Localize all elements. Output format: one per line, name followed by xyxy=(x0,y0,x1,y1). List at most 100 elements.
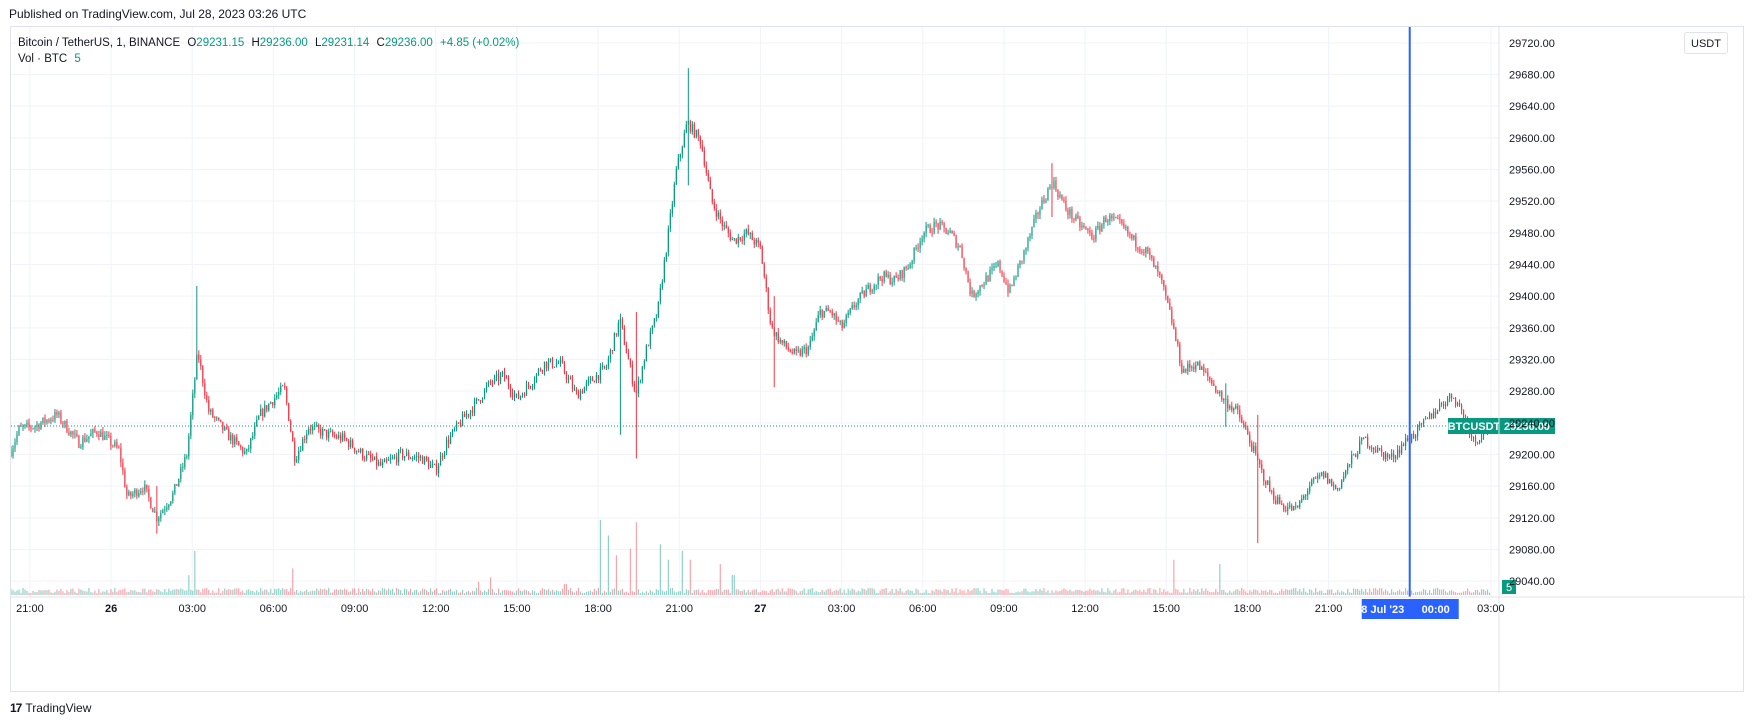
chart-frame[interactable]: BTCUSDT 29236.00 5 28 Jul '23 00:00 29040.00… xyxy=(10,26,1745,693)
volume-bar xyxy=(439,593,442,595)
candle-body xyxy=(356,450,358,452)
candle-body xyxy=(1391,453,1393,457)
candle-body xyxy=(717,212,719,217)
candle-body xyxy=(292,431,294,442)
candle-body xyxy=(136,489,138,497)
volume-bar xyxy=(743,589,745,595)
low-label: L xyxy=(314,37,322,49)
y-tick-label: 29280.00 xyxy=(1509,386,1555,398)
volume-bar xyxy=(945,590,947,595)
volume-bar xyxy=(72,588,74,595)
candle-body xyxy=(889,274,891,284)
symbol-label[interactable]: Bitcoin / TetherUS, 1, BINANCE xyxy=(18,37,181,49)
volume-bar xyxy=(1021,591,1023,595)
currency-button[interactable]: USDT xyxy=(1684,32,1728,54)
volume-bar xyxy=(246,590,248,595)
candle-body xyxy=(1450,393,1453,399)
candle-body xyxy=(487,381,490,386)
candle-body xyxy=(1438,403,1441,411)
volume-bar xyxy=(1303,588,1305,595)
candle-body xyxy=(344,433,346,439)
volume-bar xyxy=(1077,589,1079,595)
candle-body xyxy=(1430,413,1433,419)
candle-body xyxy=(769,310,771,324)
footer-brand[interactable]: 17 TradingView xyxy=(10,701,91,715)
volume-bar xyxy=(56,589,58,595)
candle-body xyxy=(66,420,68,433)
candle-body xyxy=(1442,403,1445,406)
y-tick-label: 29480.00 xyxy=(1509,228,1555,240)
candle-body xyxy=(963,257,965,269)
volume-bar xyxy=(1379,588,1381,595)
candle-body xyxy=(1311,479,1313,487)
candle-body xyxy=(70,431,72,435)
volume-bar xyxy=(1097,590,1099,595)
candle-body xyxy=(1109,215,1111,221)
candle-body xyxy=(721,219,723,227)
volume-bar xyxy=(645,591,647,595)
candle-body xyxy=(775,332,777,337)
volume-bar xyxy=(1440,589,1443,595)
candle-body xyxy=(961,246,963,258)
candle-body xyxy=(899,270,901,280)
candle-body xyxy=(1191,367,1193,368)
volume-bar xyxy=(649,590,651,595)
volume-bar xyxy=(1205,588,1207,595)
candle-body xyxy=(883,271,885,282)
volume-bar xyxy=(1123,588,1125,595)
volume-bar xyxy=(332,592,334,595)
volume-bar xyxy=(1285,588,1287,595)
volume-bar xyxy=(1005,588,1007,595)
candle-body xyxy=(1097,225,1099,229)
y-tick-label: 29440.00 xyxy=(1509,260,1555,272)
candle-body xyxy=(1039,209,1041,215)
candle-body xyxy=(60,412,62,423)
candle-body xyxy=(473,400,476,413)
volume-bar xyxy=(871,588,873,595)
candle-body xyxy=(761,246,763,264)
volume-bar xyxy=(46,590,48,595)
candle-body xyxy=(1309,486,1311,491)
volume-bar xyxy=(1003,590,1005,595)
volume-bar xyxy=(1377,589,1379,595)
candle-body xyxy=(525,384,528,396)
volume-bar xyxy=(22,587,24,595)
volume-bar xyxy=(461,589,464,595)
volume-bar xyxy=(1319,590,1321,595)
volume-bar xyxy=(847,588,849,595)
candle-body xyxy=(336,436,338,439)
candle-body xyxy=(1315,478,1317,480)
candle-body xyxy=(1307,490,1309,496)
candle-body xyxy=(1329,479,1331,484)
candle-body xyxy=(797,350,799,352)
volume-bar xyxy=(841,592,843,595)
volume-badge-bg xyxy=(1502,580,1516,594)
volume-bar xyxy=(767,592,769,595)
volume-label[interactable]: Vol · BTC xyxy=(18,53,68,65)
volume-bar xyxy=(809,588,811,595)
volume-bar xyxy=(891,588,893,595)
candle-body xyxy=(1444,404,1447,406)
candle-body xyxy=(326,429,328,438)
x-tick-label: 26 xyxy=(105,603,117,615)
candle-body xyxy=(168,504,170,508)
volume-bar xyxy=(328,587,330,595)
candle-body xyxy=(374,456,376,460)
volume-bar xyxy=(861,588,863,595)
candle-body xyxy=(941,221,943,224)
volume-bar xyxy=(823,591,825,595)
volume-bar xyxy=(11,588,12,595)
change-value: +4.85 (+0.02%) xyxy=(440,37,520,49)
volume-bar xyxy=(657,590,659,595)
candle-body xyxy=(400,449,402,451)
volume-bar xyxy=(729,592,731,595)
candle-body xyxy=(711,189,713,203)
candle-body xyxy=(1462,410,1465,418)
volume-bar xyxy=(1353,588,1355,595)
candle-body xyxy=(1145,247,1147,253)
volume-bar xyxy=(955,588,957,595)
volume-bar xyxy=(78,588,80,595)
candle-body xyxy=(358,450,360,453)
candle-body xyxy=(192,393,194,415)
